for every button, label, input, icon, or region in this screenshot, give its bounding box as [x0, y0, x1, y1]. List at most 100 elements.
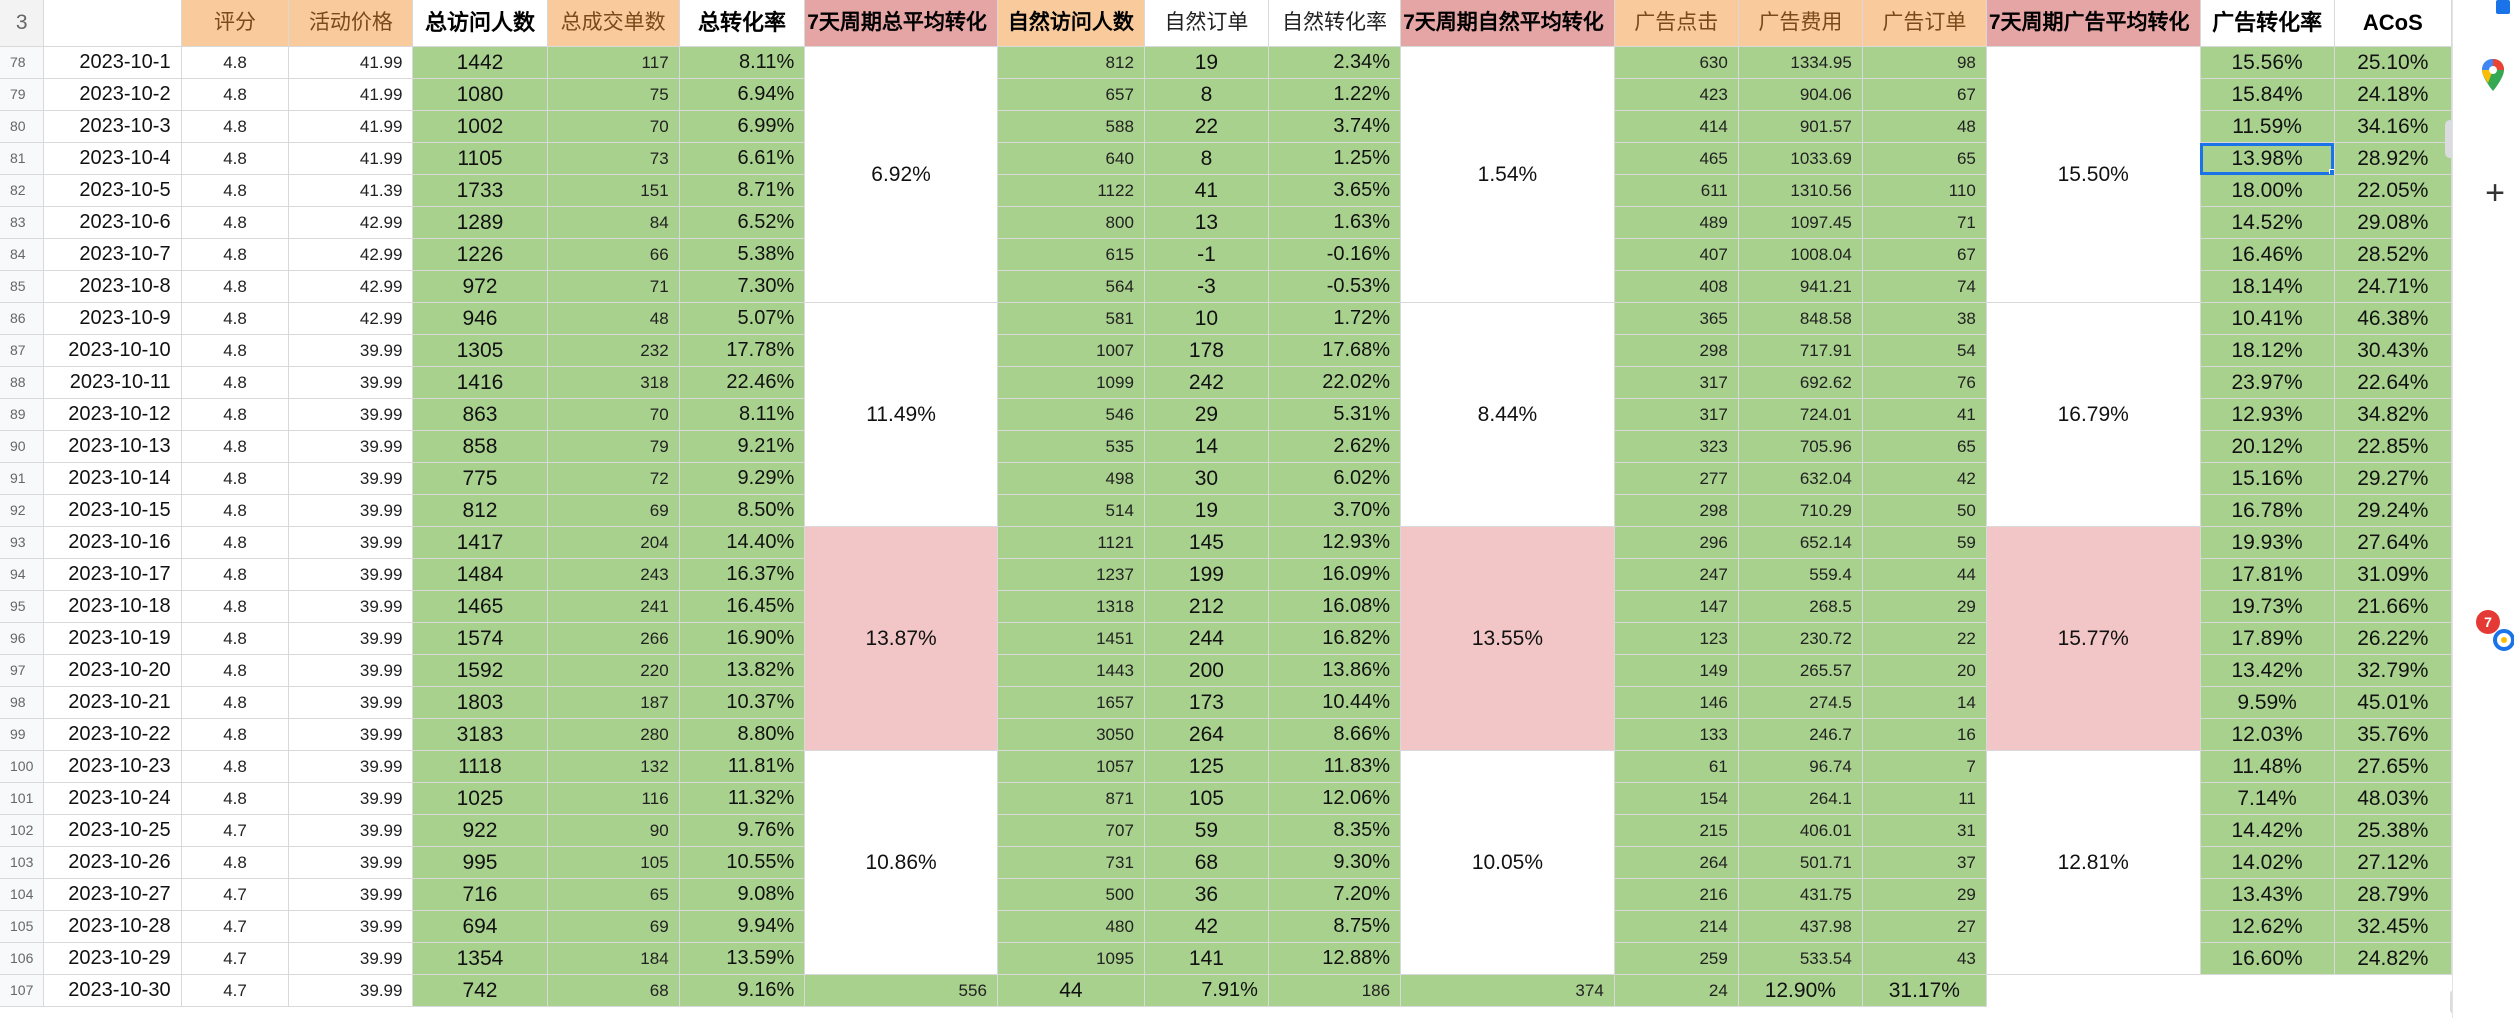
- cell-acos[interactable]: 32.45%: [2334, 910, 2452, 943]
- cell-ad-clicks[interactable]: 277: [1614, 462, 1739, 495]
- cell-rating[interactable]: 4.8: [181, 46, 290, 79]
- column-header-ad-conversion[interactable]: 广告转化率: [2200, 0, 2335, 47]
- cell-total-visitors[interactable]: 1118: [412, 750, 548, 783]
- cell-natural-orders[interactable]: 10: [1144, 302, 1269, 335]
- cell-natural-conversion[interactable]: 7.20%: [1268, 878, 1402, 911]
- row-number[interactable]: 92: [0, 494, 45, 527]
- cell-date[interactable]: 2023-10-8: [43, 270, 182, 303]
- cell-ad-clicks[interactable]: 146: [1614, 686, 1739, 719]
- cell-week-natural-avg[interactable]: 8.44%: [1400, 302, 1615, 527]
- cell-total-orders[interactable]: 204: [547, 526, 680, 559]
- cell-natural-conversion[interactable]: -0.16%: [1268, 238, 1402, 271]
- cell-total-conversion[interactable]: 9.21%: [679, 430, 806, 463]
- cell-acos[interactable]: 25.10%: [2334, 46, 2452, 79]
- cell-ad-clicks[interactable]: 133: [1614, 718, 1739, 751]
- cell-ad-cost[interactable]: 901.57: [1738, 110, 1863, 143]
- row-number[interactable]: 99: [0, 718, 45, 751]
- cell-natural-orders[interactable]: -1: [1144, 238, 1269, 271]
- cell-promo-price[interactable]: 39.99: [288, 398, 414, 431]
- row-number[interactable]: 86: [0, 302, 45, 335]
- cell-ad-cost[interactable]: 1033.69: [1738, 142, 1863, 175]
- cell-ad-cost[interactable]: 904.06: [1738, 78, 1863, 111]
- cell-ad-orders[interactable]: 16: [1862, 718, 1987, 751]
- column-header-ad-orders[interactable]: 广告订单: [1862, 0, 1987, 47]
- cell-natural-orders[interactable]: 178: [1144, 334, 1269, 367]
- cell-ad-conversion[interactable]: 18.14%: [2200, 270, 2335, 303]
- cell-rating[interactable]: 4.8: [181, 430, 290, 463]
- cell-date[interactable]: 2023-10-15: [43, 494, 182, 527]
- cell-rating[interactable]: 4.8: [181, 654, 290, 687]
- cell-ad-cost[interactable]: 652.14: [1738, 526, 1863, 559]
- cell-total-visitors[interactable]: 1289: [412, 206, 548, 239]
- cell-ad-conversion[interactable]: 12.93%: [2200, 398, 2335, 431]
- row-number[interactable]: 3: [0, 0, 45, 47]
- cell-date[interactable]: 2023-10-7: [43, 238, 182, 271]
- cell-ad-conversion[interactable]: 12.62%: [2200, 910, 2335, 943]
- cell-ad-clicks[interactable]: 365: [1614, 302, 1739, 335]
- cell-natural-conversion[interactable]: 5.31%: [1268, 398, 1402, 431]
- cell-promo-price[interactable]: 39.99: [288, 590, 414, 623]
- cell-natural-conversion[interactable]: 1.63%: [1268, 206, 1402, 239]
- cell-rating[interactable]: 4.8: [181, 78, 290, 111]
- row-number[interactable]: 80: [0, 110, 45, 143]
- cell-total-visitors[interactable]: 1733: [412, 174, 548, 207]
- cell-total-orders[interactable]: 117: [547, 46, 680, 79]
- cell-total-visitors[interactable]: 1105: [412, 142, 548, 175]
- cell-total-orders[interactable]: 72: [547, 462, 680, 495]
- cell-date[interactable]: 2023-10-18: [43, 590, 182, 623]
- cell-rating[interactable]: 4.8: [181, 782, 290, 815]
- cell-natural-visitors[interactable]: 1237: [997, 558, 1145, 591]
- cell-ad-clicks[interactable]: 489: [1614, 206, 1739, 239]
- cell-ad-clicks[interactable]: 123: [1614, 622, 1739, 655]
- cell-natural-visitors[interactable]: 546: [997, 398, 1145, 431]
- cell-ad-clicks[interactable]: 186: [1268, 974, 1402, 1007]
- row-number[interactable]: 90: [0, 430, 45, 463]
- cell-promo-price[interactable]: 39.99: [288, 718, 414, 751]
- cell-ad-cost[interactable]: 268.5: [1738, 590, 1863, 623]
- cell-total-visitors[interactable]: 694: [412, 910, 548, 943]
- cell-rating[interactable]: 4.7: [181, 910, 290, 943]
- cell-total-visitors[interactable]: 946: [412, 302, 548, 335]
- cell-ad-conversion[interactable]: 20.12%: [2200, 430, 2335, 463]
- notification-icon[interactable]: [2490, 626, 2514, 652]
- cell-natural-visitors[interactable]: 812: [997, 46, 1145, 79]
- cell-date[interactable]: 2023-10-12: [43, 398, 182, 431]
- cell-total-orders[interactable]: 75: [547, 78, 680, 111]
- cell-natural-conversion[interactable]: 12.93%: [1268, 526, 1402, 559]
- cell-natural-orders[interactable]: 8: [1144, 78, 1269, 111]
- cell-natural-orders[interactable]: 68: [1144, 846, 1269, 879]
- cell-total-conversion[interactable]: 17.78%: [679, 334, 806, 367]
- cell-ad-orders[interactable]: 31: [1862, 814, 1987, 847]
- cell-acos[interactable]: 27.64%: [2334, 526, 2452, 559]
- cell-promo-price[interactable]: 39.99: [288, 686, 414, 719]
- cell-rating[interactable]: 4.8: [181, 110, 290, 143]
- cell-acos[interactable]: 28.52%: [2334, 238, 2452, 271]
- cell-natural-conversion[interactable]: 1.25%: [1268, 142, 1402, 175]
- cell-ad-cost[interactable]: 848.58: [1738, 302, 1863, 335]
- cell-total-visitors[interactable]: 1442: [412, 46, 548, 79]
- cell-ad-clicks[interactable]: 465: [1614, 142, 1739, 175]
- cell-total-orders[interactable]: 318: [547, 366, 680, 399]
- cell-acos[interactable]: 34.82%: [2334, 398, 2452, 431]
- cell-ad-conversion[interactable]: 17.81%: [2200, 558, 2335, 591]
- cell-natural-orders[interactable]: 44: [997, 974, 1145, 1007]
- column-header-ad-clicks[interactable]: 广告点击: [1614, 0, 1739, 47]
- row-number[interactable]: 81: [0, 142, 45, 175]
- cell-ad-cost[interactable]: 941.21: [1738, 270, 1863, 303]
- cell-date[interactable]: 2023-10-9: [43, 302, 182, 335]
- cell-natural-visitors[interactable]: 1121: [997, 526, 1145, 559]
- cell-ad-clicks[interactable]: 147: [1614, 590, 1739, 623]
- cell-total-conversion[interactable]: 10.55%: [679, 846, 806, 879]
- cell-natural-conversion[interactable]: 9.30%: [1268, 846, 1402, 879]
- cell-acos[interactable]: 22.85%: [2334, 430, 2452, 463]
- cell-date[interactable]: 2023-10-2: [43, 78, 182, 111]
- cell-natural-conversion[interactable]: 1.72%: [1268, 302, 1402, 335]
- cell-total-conversion[interactable]: 9.76%: [679, 814, 806, 847]
- cell-ad-clicks[interactable]: 149: [1614, 654, 1739, 687]
- cell-week-ad-avg[interactable]: 16.79%: [1986, 302, 2201, 527]
- cell-total-conversion[interactable]: 9.08%: [679, 878, 806, 911]
- cell-total-visitors[interactable]: 3183: [412, 718, 548, 751]
- cell-total-orders[interactable]: 116: [547, 782, 680, 815]
- cell-natural-conversion[interactable]: 2.62%: [1268, 430, 1402, 463]
- column-header-ad-cost[interactable]: 广告费用: [1738, 0, 1863, 47]
